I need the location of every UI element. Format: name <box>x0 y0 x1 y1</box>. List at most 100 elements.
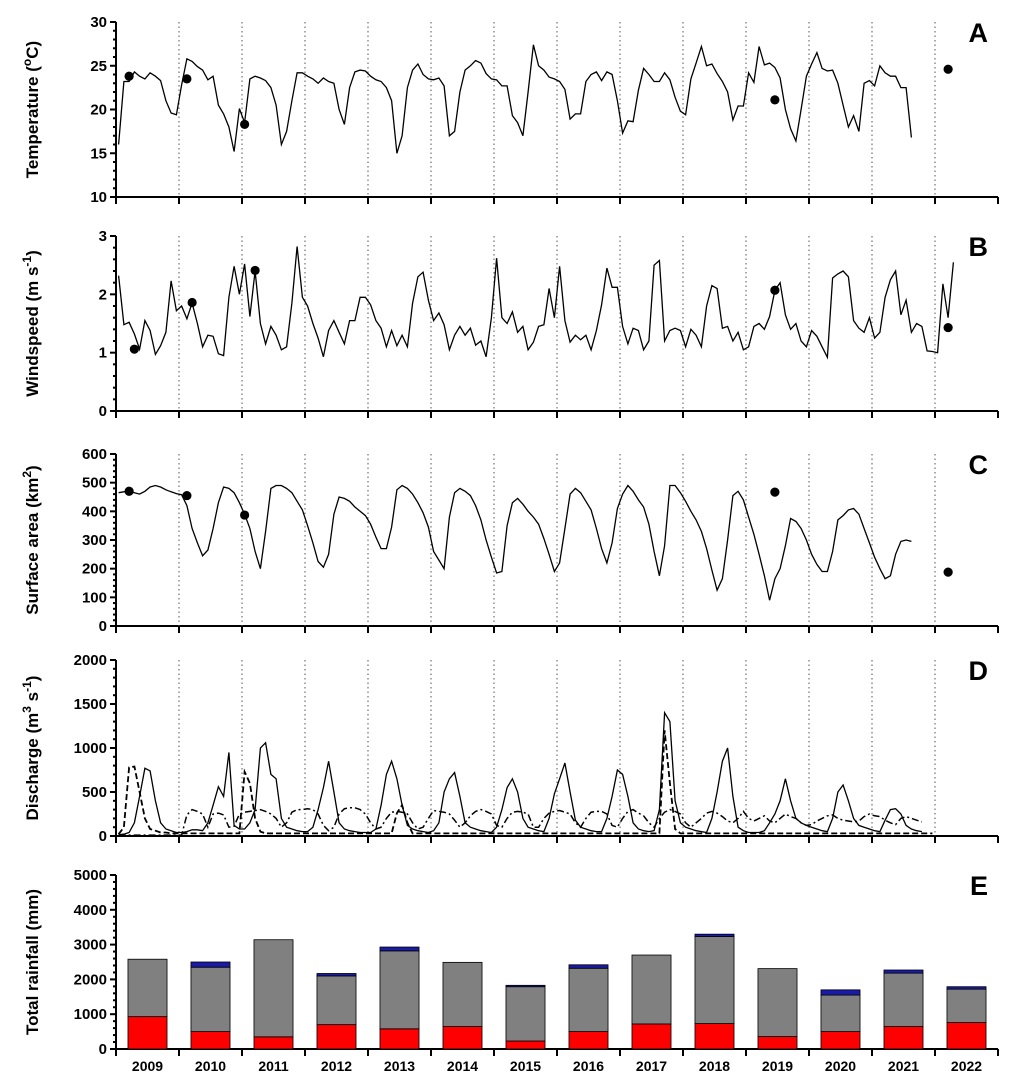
sampling-point-marker <box>182 74 192 84</box>
x-tick-label: 2021 <box>888 1058 919 1074</box>
y-tick-label: 10 <box>90 189 107 206</box>
sampling-point-marker <box>943 322 953 333</box>
panel-b: 0 1 2 3 Windspeed (m s-1) B <box>20 228 999 420</box>
series-line-dash <box>117 730 933 835</box>
y-tick-label: 500 <box>82 784 107 801</box>
bar-segment <box>505 1040 546 1050</box>
sampling-point-marker <box>124 486 134 496</box>
bar-segment <box>757 1036 798 1050</box>
bar-segment <box>442 961 483 1027</box>
bar-segment <box>379 946 420 952</box>
bar-segment <box>631 954 672 1025</box>
bar-segment <box>253 1036 294 1050</box>
y-tick-label: 500 <box>82 475 107 492</box>
y-tick-label: 300 <box>82 532 107 549</box>
bar-segment <box>946 986 987 990</box>
bar-segment <box>883 969 924 974</box>
x-tick-label: 2013 <box>384 1058 415 1074</box>
y-tick-label: 0 <box>99 1041 107 1058</box>
y-axis-label: Surface area (km2) <box>20 465 42 614</box>
y-tick-label: 0 <box>99 403 107 420</box>
y-tick-label: 30 <box>90 14 107 31</box>
bar-segment <box>316 1024 357 1050</box>
y-tick-label: 1 <box>99 345 107 362</box>
bar-segment <box>946 988 987 1023</box>
bar-segment <box>379 1028 420 1050</box>
bar-segment <box>253 939 294 1038</box>
bar-segment <box>190 966 231 1032</box>
y-tick-label: 1000 <box>74 740 107 757</box>
x-tick-label: 2016 <box>573 1058 604 1074</box>
y-tick-label: 0 <box>99 618 107 635</box>
sampling-point-marker <box>943 567 953 577</box>
x-tick-label: 2017 <box>636 1058 667 1074</box>
panel-c: 0 100 200 300 400 500 600 Surface area (km2) C <box>20 446 999 635</box>
panel-letter: C <box>969 450 989 480</box>
bar-segment <box>694 936 735 1024</box>
series-line-dashdot <box>118 807 923 836</box>
bar-segment <box>190 961 231 968</box>
y-tick-label: 3 <box>99 228 107 245</box>
x-tick-label: 2022 <box>951 1058 982 1074</box>
sampling-point-marker <box>124 71 134 81</box>
sampling-point-marker <box>770 487 780 497</box>
panel-e: 0 1000 2000 3000 4000 5000 Total rainfall (mm)… <box>23 867 999 1074</box>
sampling-point-marker <box>240 119 250 129</box>
bar-segment <box>820 989 861 996</box>
bar-segment <box>820 994 861 1032</box>
sampling-point-marker <box>129 344 139 354</box>
y-axis-label: Discharge (m3 s-1) <box>20 676 42 821</box>
x-tick-label: 2012 <box>321 1058 352 1074</box>
y-tick-label: 2000 <box>74 652 107 669</box>
panel-letter: B <box>969 232 989 262</box>
x-tick-label: 2015 <box>510 1058 541 1074</box>
bar-segment <box>505 986 546 1042</box>
bar-segment <box>568 964 609 969</box>
panel-d: 0 500 1000 1500 2000 Discharge (m3 s-1) D <box>20 652 999 845</box>
y-axis-label: Windspeed (m s-1) <box>20 250 42 397</box>
bar-segment <box>568 967 609 1032</box>
bar-segment <box>316 975 357 1026</box>
sampling-point-marker <box>250 265 260 276</box>
sampling-point-marker <box>240 510 250 520</box>
bar-segment <box>190 1031 231 1050</box>
sampling-point-marker <box>187 297 197 308</box>
series-line-solid <box>117 44 913 154</box>
series-line-solid <box>118 710 923 836</box>
y-tick-label: 400 <box>82 503 107 520</box>
bar-segment <box>379 950 420 1030</box>
x-tick-label: 2011 <box>258 1058 289 1074</box>
y-tick-label: 15 <box>90 145 107 162</box>
y-tick-label: 1000 <box>74 1006 107 1023</box>
y-axis-label: Temperature (oC) <box>20 41 42 178</box>
bar-segment <box>127 958 168 1018</box>
x-tick-label: 2010 <box>195 1058 226 1074</box>
bar-segment <box>883 1025 924 1050</box>
y-tick-label: 5000 <box>74 867 107 884</box>
bar-segment <box>505 984 546 988</box>
bar-segment <box>694 933 735 937</box>
y-tick-label: 200 <box>82 561 107 578</box>
panels: 10 15 20 25 30 Temperature (oC) A 0 1 2 3 Windspeed… <box>20 14 999 1074</box>
y-tick-label: 1500 <box>74 696 107 713</box>
bar-segment <box>442 1025 483 1050</box>
bar-segment <box>820 1031 861 1050</box>
y-tick-label: 0 <box>99 828 107 845</box>
sampling-point-marker <box>182 490 192 501</box>
panel-letter: E <box>970 871 988 901</box>
bar-segment <box>631 1023 672 1050</box>
series-line-solid <box>117 246 955 360</box>
x-tick-label: 2018 <box>699 1058 730 1074</box>
sampling-point-marker <box>943 64 953 74</box>
y-tick-label: 3000 <box>74 937 107 954</box>
y-tick-label: 100 <box>82 589 107 606</box>
y-tick-label: 2 <box>99 286 107 303</box>
panel-letter: A <box>969 18 989 48</box>
panel-a: 10 15 20 25 30 Temperature (oC) A <box>20 14 999 206</box>
panel-letter: D <box>969 656 989 686</box>
x-tick-label: 2009 <box>132 1058 163 1074</box>
x-tick-label: 2014 <box>447 1058 478 1074</box>
y-tick-label: 25 <box>90 58 107 75</box>
bar-segment <box>757 968 798 1037</box>
